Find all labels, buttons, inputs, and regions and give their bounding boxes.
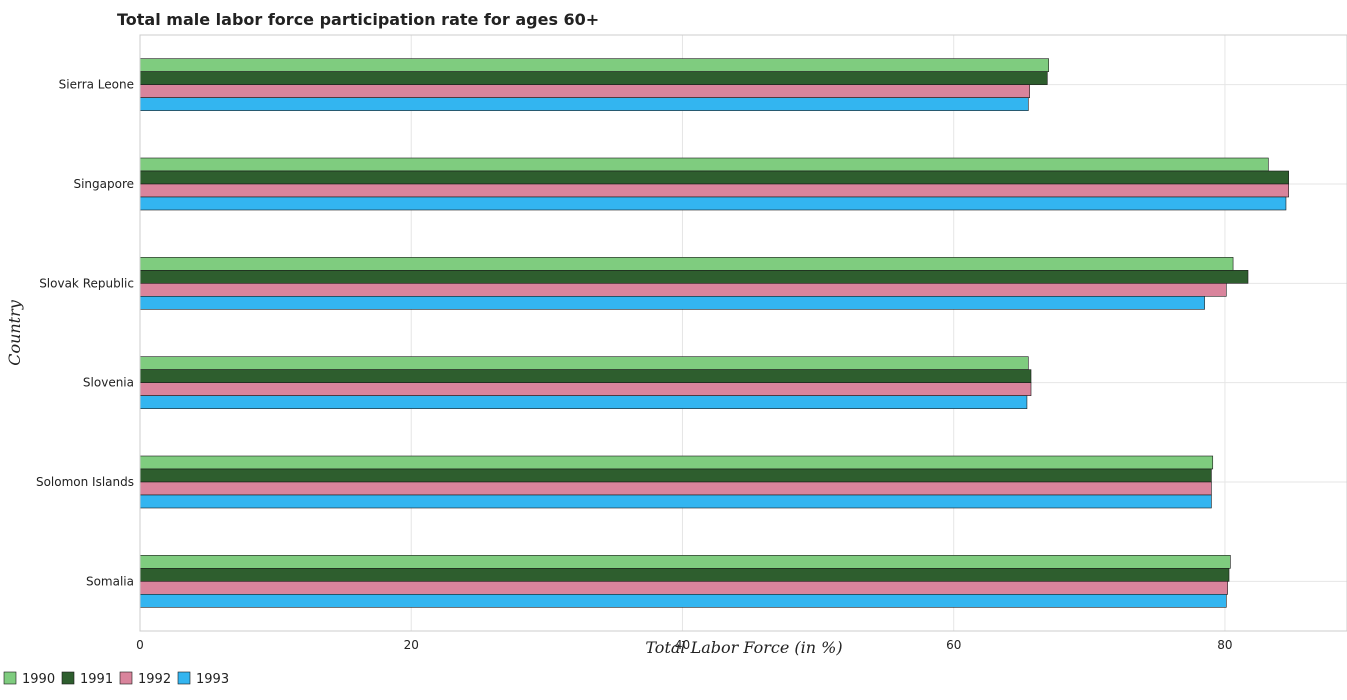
legend-swatch [3, 671, 17, 685]
bars [139, 58, 1289, 608]
legend-swatch [61, 671, 75, 685]
bar [139, 455, 1214, 470]
bar [139, 369, 1032, 383]
bar [139, 568, 1230, 582]
y-tick-label: Solomon Islands [36, 475, 134, 489]
x-tick-label: 20 [404, 638, 419, 652]
x-tick-label: 0 [136, 638, 144, 652]
bar [139, 157, 1269, 172]
x-tick-label: 80 [1217, 638, 1232, 652]
legend-label: 1993 [196, 672, 229, 687]
bar [139, 58, 1049, 72]
y-tick-label: Slovak Republic [39, 276, 134, 290]
bar [139, 395, 1028, 409]
bar [139, 468, 1212, 483]
chart-title: Total male labor force participation rat… [117, 10, 599, 29]
bar [139, 196, 1287, 211]
bar [139, 84, 1030, 98]
bar [139, 170, 1289, 185]
bar [139, 382, 1032, 396]
bar [139, 356, 1029, 370]
bar [139, 494, 1212, 509]
legend: 1990 1991 1992 1993 [3, 671, 229, 687]
bar [139, 296, 1205, 310]
legend-label: 1990 [22, 672, 55, 687]
legend-label: 1991 [80, 672, 113, 687]
bar [139, 283, 1227, 297]
x-tick-label: 40 [675, 638, 690, 652]
bar [139, 257, 1234, 271]
tick-labels: 0 20 40 60 80 Sierra Leone Singapore Slovak Rep… [36, 78, 1233, 652]
bar [139, 183, 1289, 198]
bar [139, 581, 1228, 595]
bar [139, 481, 1212, 496]
grid [139, 35, 1347, 631]
legend-swatch [119, 671, 133, 685]
y-tick-label: Sierra Leone [59, 78, 134, 92]
bar [139, 555, 1231, 569]
plot-frame [139, 34, 1347, 632]
legend-swatch [177, 671, 191, 685]
x-tick-label: 60 [946, 638, 961, 652]
y-tick-label: Singapore [73, 177, 134, 191]
y-tick-label: Slovenia [83, 376, 134, 390]
x-axis-label: Total Labor Force (in %) [645, 638, 842, 657]
bar [139, 270, 1249, 284]
y-tick-label: Somalia [86, 574, 134, 588]
bar [139, 594, 1227, 608]
bar [139, 97, 1029, 111]
y-axis-label: Country [5, 299, 24, 366]
legend-label: 1992 [138, 672, 171, 687]
bar [139, 71, 1048, 85]
